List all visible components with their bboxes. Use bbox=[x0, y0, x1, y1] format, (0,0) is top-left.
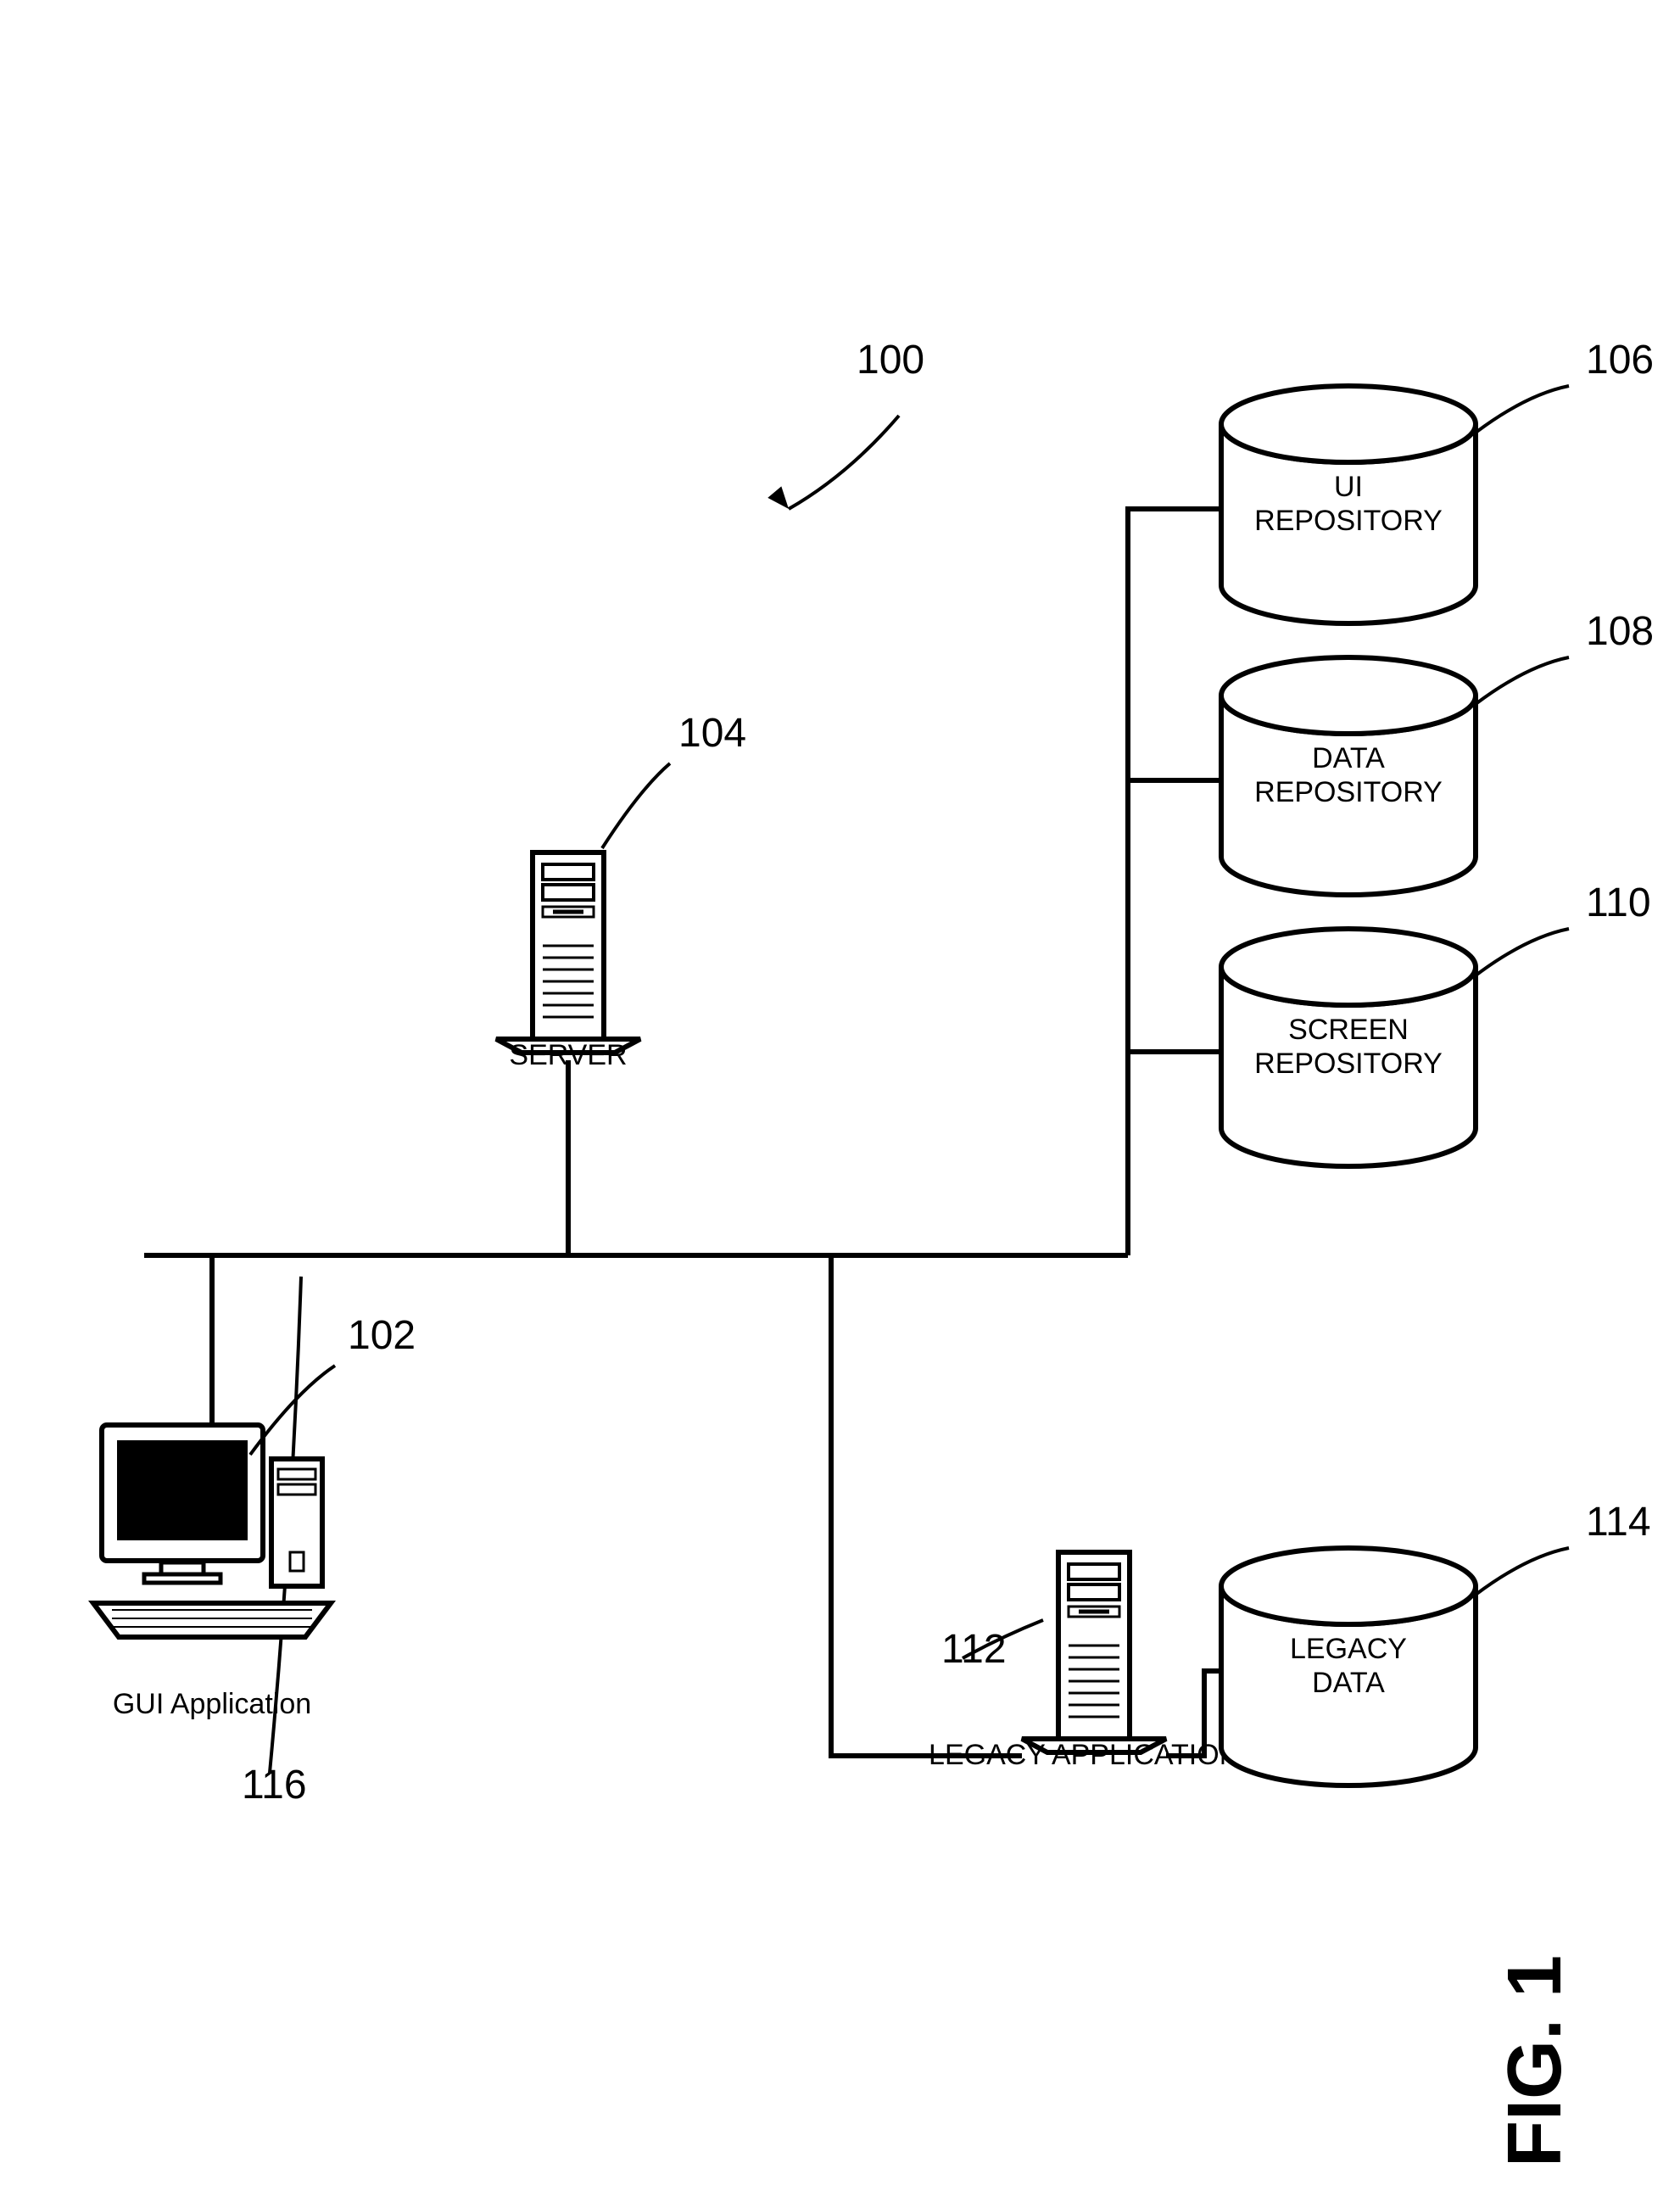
svg-text:FIG. 1: FIG. 1 bbox=[1493, 1955, 1577, 2167]
svg-text:116: 116 bbox=[242, 1763, 307, 1808]
legacy_data-cylinder: LEGACYDATA 114 bbox=[1221, 1500, 1651, 1785]
desktop-icon: GUI Application 102 bbox=[93, 1313, 416, 1720]
svg-text:SERVER: SERVER bbox=[509, 1039, 627, 1071]
server-server-icon: SERVER 104 bbox=[496, 711, 746, 1071]
svg-text:108: 108 bbox=[1586, 609, 1654, 654]
ui_repo-cylinder: UIREPOSITORY 106 bbox=[1221, 338, 1654, 623]
svg-text:102: 102 bbox=[348, 1313, 416, 1358]
svg-text:UI: UI bbox=[1334, 471, 1363, 503]
svg-text:SCREEN: SCREEN bbox=[1288, 1014, 1409, 1046]
svg-text:DATA: DATA bbox=[1312, 1667, 1385, 1699]
svg-text:REPOSITORY: REPOSITORY bbox=[1254, 1048, 1443, 1080]
svg-text:REPOSITORY: REPOSITORY bbox=[1254, 505, 1443, 537]
svg-text:106: 106 bbox=[1586, 338, 1654, 383]
legacy-server-icon: LEGACY APPLICATIONS 112 bbox=[929, 1552, 1259, 1771]
svg-text:GUI Application: GUI Application bbox=[113, 1688, 311, 1720]
svg-text:100: 100 bbox=[857, 338, 924, 383]
system-ref: 100 bbox=[767, 338, 924, 509]
svg-text:REPOSITORY: REPOSITORY bbox=[1254, 776, 1443, 808]
svg-text:104: 104 bbox=[678, 711, 746, 756]
svg-text:114: 114 bbox=[1586, 1500, 1651, 1545]
svg-text:DATA: DATA bbox=[1312, 742, 1385, 774]
svg-text:110: 110 bbox=[1586, 880, 1651, 925]
data_repo-cylinder: DATAREPOSITORY 108 bbox=[1221, 609, 1654, 895]
screen_repo-cylinder: SCREENREPOSITORY 110 bbox=[1221, 880, 1651, 1166]
svg-text:112: 112 bbox=[941, 1627, 1007, 1672]
svg-text:LEGACY: LEGACY bbox=[1290, 1633, 1407, 1665]
system-diagram: 116 GUI Application 102 SERVER 104 LEGACY APP… bbox=[0, 0, 1680, 2185]
svg-text:LEGACY APPLICATIONS: LEGACY APPLICATIONS bbox=[929, 1739, 1259, 1771]
